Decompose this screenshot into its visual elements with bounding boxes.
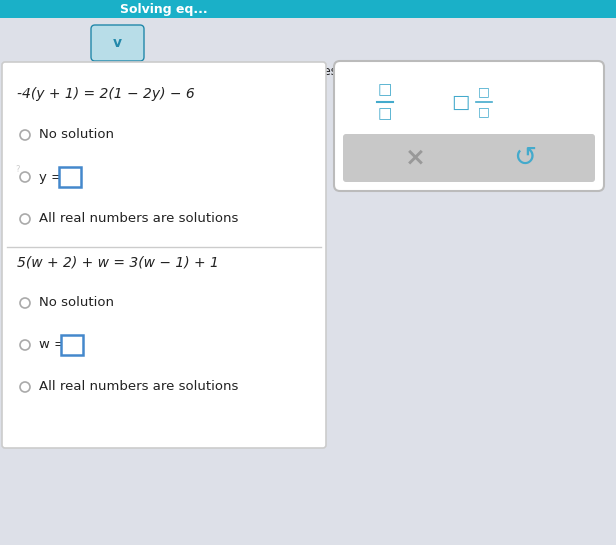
Text: □: □ bbox=[478, 86, 490, 99]
Text: No solution: No solution bbox=[39, 296, 114, 310]
Text: Solving eq...: Solving eq... bbox=[120, 3, 208, 15]
Text: 5(w + 2) + w = 3(w − 1) + 1: 5(w + 2) + w = 3(w − 1) + 1 bbox=[17, 255, 219, 269]
FancyBboxPatch shape bbox=[0, 0, 616, 18]
Text: For each equation, choose the statement that describes its solution.: For each equation, choose the statement … bbox=[5, 65, 409, 78]
FancyBboxPatch shape bbox=[343, 134, 595, 182]
Text: □: □ bbox=[378, 106, 392, 122]
Text: □: □ bbox=[378, 82, 392, 98]
Text: □: □ bbox=[451, 93, 469, 112]
Text: w =: w = bbox=[39, 338, 70, 352]
Text: ?: ? bbox=[16, 165, 20, 173]
Text: ↺: ↺ bbox=[513, 144, 537, 172]
Text: All real numbers are solutions: All real numbers are solutions bbox=[39, 213, 238, 226]
FancyBboxPatch shape bbox=[334, 61, 604, 191]
Text: ×: × bbox=[405, 146, 426, 170]
FancyBboxPatch shape bbox=[2, 62, 326, 448]
Text: If applicable, give the solution.: If applicable, give the solution. bbox=[5, 83, 187, 96]
FancyBboxPatch shape bbox=[61, 335, 83, 355]
Text: No solution: No solution bbox=[39, 129, 114, 142]
Text: -4(y + 1) = 2(1 − 2y) − 6: -4(y + 1) = 2(1 − 2y) − 6 bbox=[17, 87, 195, 101]
Text: v: v bbox=[113, 36, 122, 50]
Text: y =: y = bbox=[39, 171, 67, 184]
Text: All real numbers are solutions: All real numbers are solutions bbox=[39, 380, 238, 393]
Text: □: □ bbox=[478, 106, 490, 118]
FancyBboxPatch shape bbox=[91, 25, 144, 61]
FancyBboxPatch shape bbox=[59, 167, 81, 187]
